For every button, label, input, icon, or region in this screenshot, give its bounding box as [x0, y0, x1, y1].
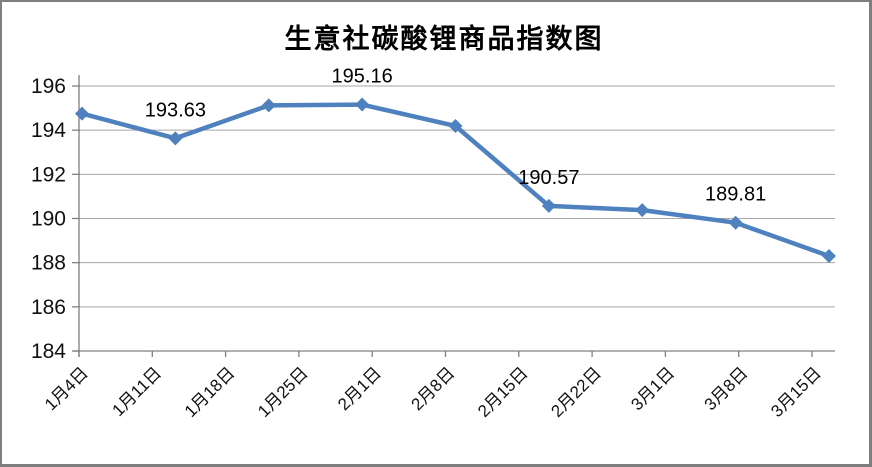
marker-diamond [355, 97, 370, 112]
x-tick-label: 1月11日 [108, 363, 165, 420]
x-tick-label: 2月1日 [334, 363, 385, 414]
y-tick-label: 196 [31, 75, 66, 98]
axes [72, 75, 835, 357]
y-tick-label: 184 [31, 340, 66, 363]
marker-diamond [261, 98, 276, 113]
x-tick-label: 1月25日 [254, 363, 312, 421]
series [75, 97, 836, 264]
data-label: 189.81 [705, 184, 766, 206]
y-tick-label: 192 [31, 163, 66, 186]
marker-diamond [822, 249, 836, 264]
data-label: 195.16 [332, 66, 393, 88]
data-label: 190.57 [518, 167, 579, 189]
x-tick-label: 1月4日 [41, 363, 92, 414]
x-tick-label: 2月8日 [407, 363, 458, 414]
marker-diamond [448, 118, 463, 133]
data-label: 193.63 [145, 99, 206, 121]
marker-diamond [635, 203, 650, 218]
x-tick-label: 3月8日 [701, 363, 752, 414]
x-tick-label: 2月22日 [547, 363, 605, 421]
x-tick-label: 3月15日 [767, 363, 825, 421]
marker-diamond [541, 198, 556, 213]
marker-diamond [75, 106, 89, 121]
y-tick-label: 188 [31, 252, 66, 275]
marker-diamond [168, 131, 183, 146]
x-tick-label: 3月1日 [627, 363, 678, 414]
marker-diamond [728, 215, 743, 230]
data-labels: 193.63 195.16 190.57 189.81 [145, 66, 766, 206]
y-axis-labels: 184 186 188 190 192 194 196 [31, 75, 66, 363]
y-tick-label: 194 [31, 119, 66, 142]
x-tick-label: 2月15日 [474, 363, 532, 421]
chart-title: 生意社碳酸锂商品指数图 [285, 23, 604, 54]
x-tick-label: 1月18日 [181, 363, 239, 421]
y-tick-label: 186 [31, 296, 66, 319]
y-tick-label: 190 [31, 208, 66, 231]
x-axis-labels: 1月4日 1月11日 1月18日 1月25日 2月1日 2月8日 2月15日 2月22日 3月1… [41, 363, 825, 421]
